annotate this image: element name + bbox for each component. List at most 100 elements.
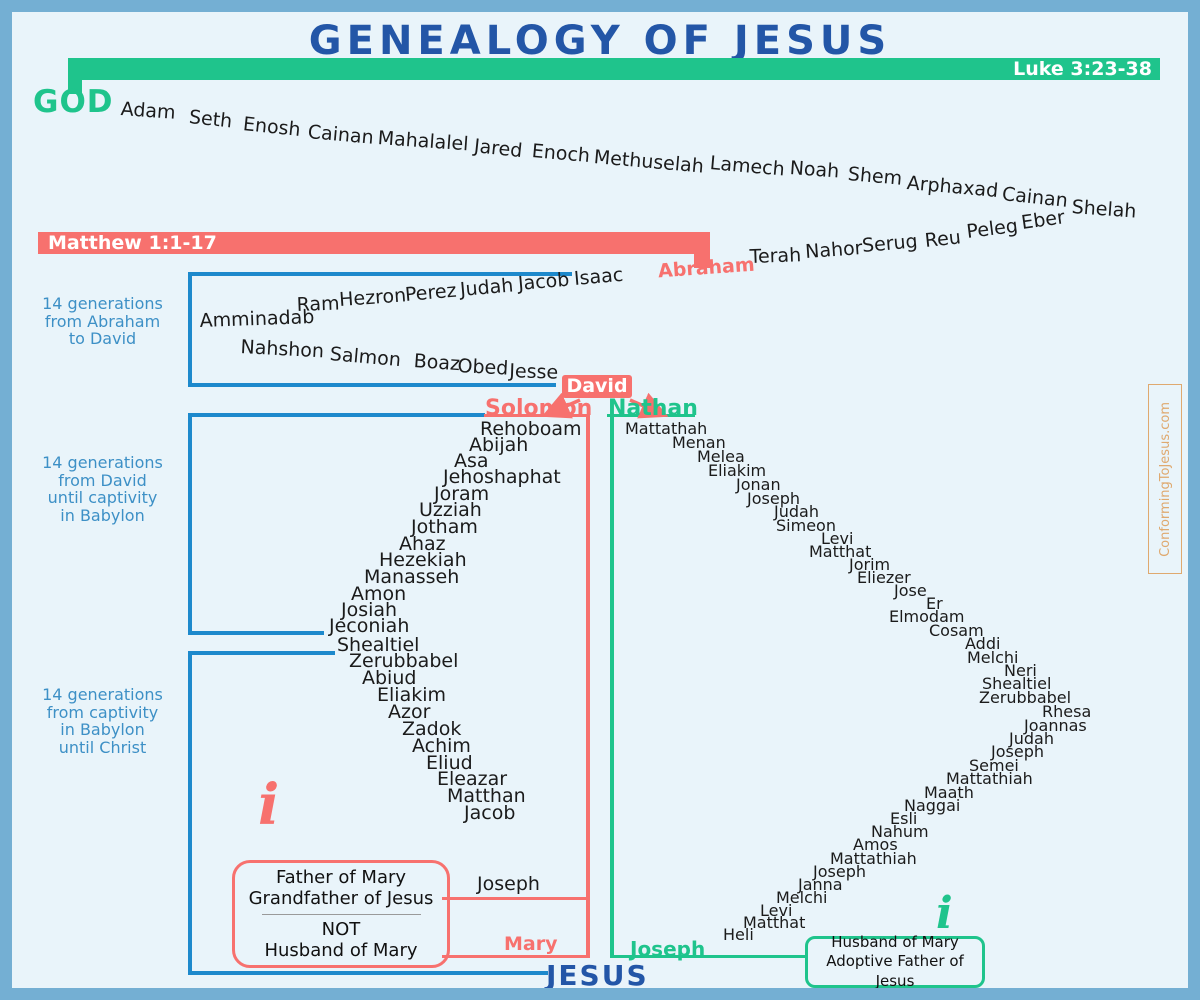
bracket2-vertical-line	[188, 413, 192, 635]
joseph-matthew-connector-line	[442, 897, 590, 900]
person-name: Serug	[861, 230, 919, 257]
person-name: Naggai	[904, 796, 961, 815]
red-info-box: Father of Mary Grandfather of Jesus NOT Hu…	[232, 860, 450, 968]
person-name: Cainan	[307, 121, 375, 149]
person-name: Shem	[847, 163, 904, 190]
green-info-text: Husband of Mary Adoptive Father of Jesus	[826, 932, 964, 990]
person-name: Jotham	[411, 516, 478, 538]
david-branch-arrows-icon	[541, 392, 669, 419]
solomon-underline	[484, 414, 590, 417]
person-name: Simeon	[776, 516, 836, 535]
person-name: Heli	[723, 925, 754, 944]
person-name: Arphaxad	[906, 172, 1000, 202]
person-name: Esli	[890, 809, 918, 828]
person-name: Semei	[969, 756, 1019, 775]
person-name: Jacob	[517, 268, 571, 295]
person-name: Eliakim	[377, 684, 446, 706]
person-name: Janna	[798, 875, 843, 894]
person-name: Jesse	[509, 360, 559, 384]
person-name: Zerubbabel	[349, 650, 459, 672]
person-name: Mattathiah	[830, 849, 917, 868]
person-name: Azor	[388, 701, 431, 723]
jesus-label: JESUS	[546, 959, 649, 992]
abraham-label: Abraham	[657, 253, 756, 283]
person-name: Jose	[894, 581, 927, 600]
person-name: Enosh	[242, 113, 302, 142]
person-name: Enoch	[531, 140, 591, 168]
david-box: David	[562, 375, 632, 398]
person-name: Levi	[760, 901, 793, 920]
person-name: Eber	[1019, 206, 1067, 234]
mary-connector-line	[442, 955, 590, 958]
person-name: Eleazar	[437, 768, 508, 790]
person-name: Jared	[473, 135, 524, 163]
person-name: Zadok	[402, 718, 462, 740]
matthew-bar-connector	[694, 254, 710, 268]
person-name: Asa	[454, 450, 489, 472]
person-name: Noah	[789, 157, 840, 183]
bracket1-bottom-line	[188, 383, 556, 387]
bracket2-bottom-line	[188, 631, 324, 635]
person-name: Joseph	[747, 489, 800, 508]
person-name: Shealtiel	[982, 674, 1052, 693]
generation-label-david-to-captivity: 14 generations from David until captivity i…	[42, 453, 163, 525]
joseph-luke-label: Joseph	[630, 937, 706, 961]
person-name: Mahalalel	[377, 127, 470, 156]
bracket3-top-line	[188, 651, 335, 655]
person-name: Matthat	[809, 542, 872, 561]
bracket1-vertical-line	[188, 272, 192, 387]
person-name: Joannas	[1024, 716, 1087, 735]
bracket3-bottom-line-to-jesus	[188, 971, 548, 975]
person-name: Joseph	[991, 742, 1044, 761]
person-name: Achim	[412, 735, 471, 757]
person-name: Judah	[1009, 729, 1054, 748]
person-name: Mattathah	[625, 419, 708, 438]
mary-label: Mary	[504, 933, 558, 955]
person-name: Abijah	[469, 434, 529, 456]
person-name: Elmodam	[889, 607, 965, 626]
person-name: Judah	[774, 502, 819, 521]
person-name: Abiud	[362, 667, 417, 689]
person-name: Amos	[853, 835, 898, 854]
person-name: Melea	[697, 447, 745, 466]
person-name: Matthat	[743, 913, 806, 932]
person-name: Mattathiah	[946, 769, 1033, 788]
person-name: Jeconiah	[329, 615, 410, 637]
person-name: Nahshon	[240, 336, 325, 363]
luke-reference-bar: Luke 3:23-38	[68, 58, 1160, 80]
person-name: Shealtiel	[337, 634, 420, 656]
solomon-label: Solomon	[485, 396, 593, 421]
person-name: Levi	[821, 529, 854, 548]
person-name: Josiah	[341, 599, 398, 621]
joseph-matthew-label: Joseph	[477, 873, 540, 895]
person-name: Matthan	[447, 785, 526, 807]
bracket2-top-line	[188, 413, 485, 417]
person-name: Eliezer	[857, 568, 911, 587]
person-name: Melchi	[967, 648, 1019, 667]
person-name: Isaac	[573, 263, 625, 290]
person-name: Jehoshaphat	[443, 466, 561, 488]
joseph-luke-connector-line	[610, 955, 808, 958]
god-label: GOD	[33, 84, 114, 120]
person-name: Amon	[351, 583, 407, 605]
person-name: Perez	[404, 279, 458, 306]
person-name: Amminadab	[199, 306, 315, 332]
person-name: Rehoboam	[480, 418, 582, 440]
person-name: Menan	[672, 433, 726, 452]
info-box-divider	[261, 913, 421, 915]
bracket1-top-line	[188, 272, 572, 276]
person-name: Eliud	[426, 752, 473, 774]
person-name: Jorim	[849, 555, 891, 574]
person-name: Hezekiah	[379, 549, 467, 571]
person-name: Judah	[459, 274, 515, 301]
person-name: Manasseh	[364, 566, 460, 588]
page-title: GENEALOGY OF JESUS	[308, 18, 892, 64]
person-name: Nahor	[804, 237, 864, 263]
nathan-line-vertical	[610, 414, 614, 958]
person-name: Ahaz	[399, 533, 446, 555]
person-name: Boaz	[413, 350, 461, 376]
person-name: Zerubbabel	[979, 688, 1072, 707]
person-name: Joram	[434, 483, 490, 505]
person-name: Salmon	[329, 343, 402, 372]
